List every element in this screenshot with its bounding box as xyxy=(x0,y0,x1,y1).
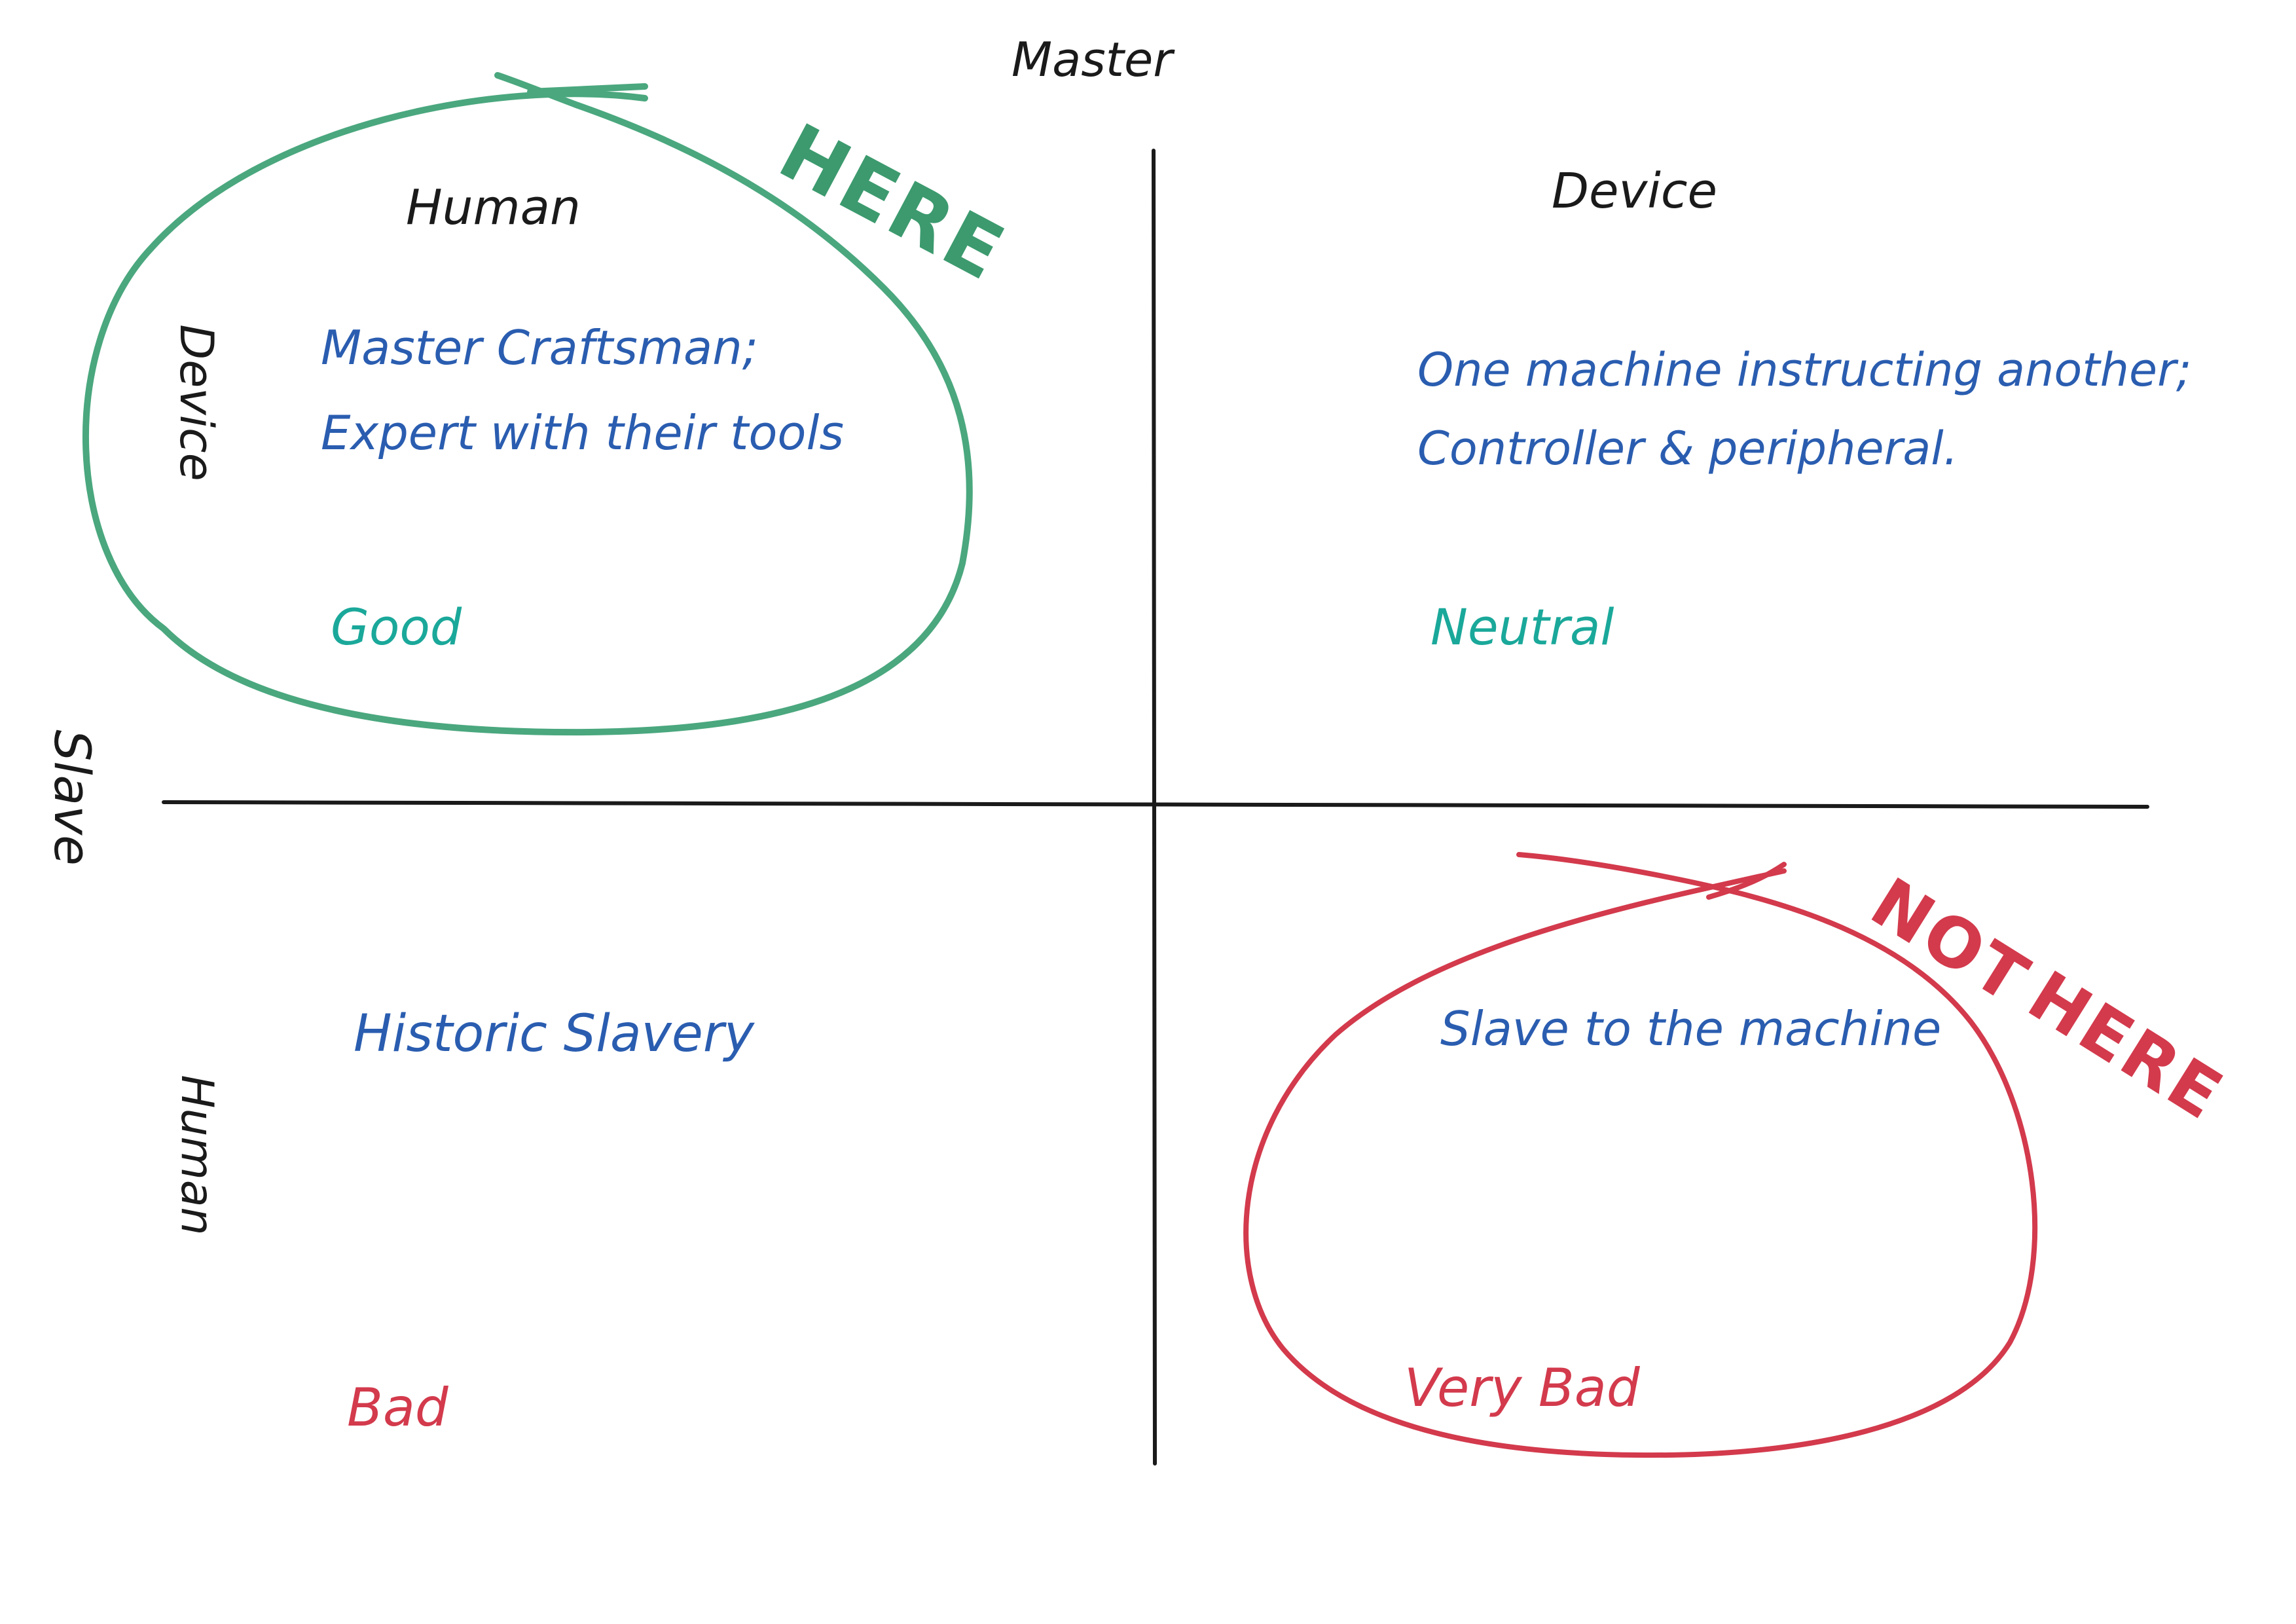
slave-label: Slave xyxy=(43,729,101,866)
top-left-verdict: Good xyxy=(331,598,462,656)
here-circle-tail xyxy=(527,83,648,95)
top-right-verdict: Neutral xyxy=(1430,598,1614,656)
row-label-device: Device xyxy=(170,324,223,481)
top-right-line-2: Controller & peripheral. xyxy=(1417,422,1958,475)
bottom-left-verdict: Bad xyxy=(347,1377,448,1438)
bottom-left-line-1: Historic Slavery xyxy=(354,1005,755,1063)
horizontal-axis xyxy=(162,800,2149,809)
not-here-circle xyxy=(1243,852,2038,1458)
column-label-device: Device xyxy=(1552,163,1718,219)
column-label-human: Human xyxy=(406,179,581,236)
bottom-right-verdict: Very Bad xyxy=(1404,1357,1640,1418)
top-right-line-1: One machine instructing another; xyxy=(1417,343,2192,397)
here-circle xyxy=(82,72,973,736)
not-here-circle-tail xyxy=(1706,862,1787,900)
top-left-line-2: Expert with their tools xyxy=(321,405,844,460)
master-label: Master xyxy=(1011,32,1173,87)
row-label-human: Human xyxy=(171,1075,223,1236)
top-left-line-1: Master Craftsman; xyxy=(321,320,759,375)
bottom-right-line-1: Slave to the machine xyxy=(1440,1001,1942,1056)
vertical-axis xyxy=(1152,149,1157,1466)
